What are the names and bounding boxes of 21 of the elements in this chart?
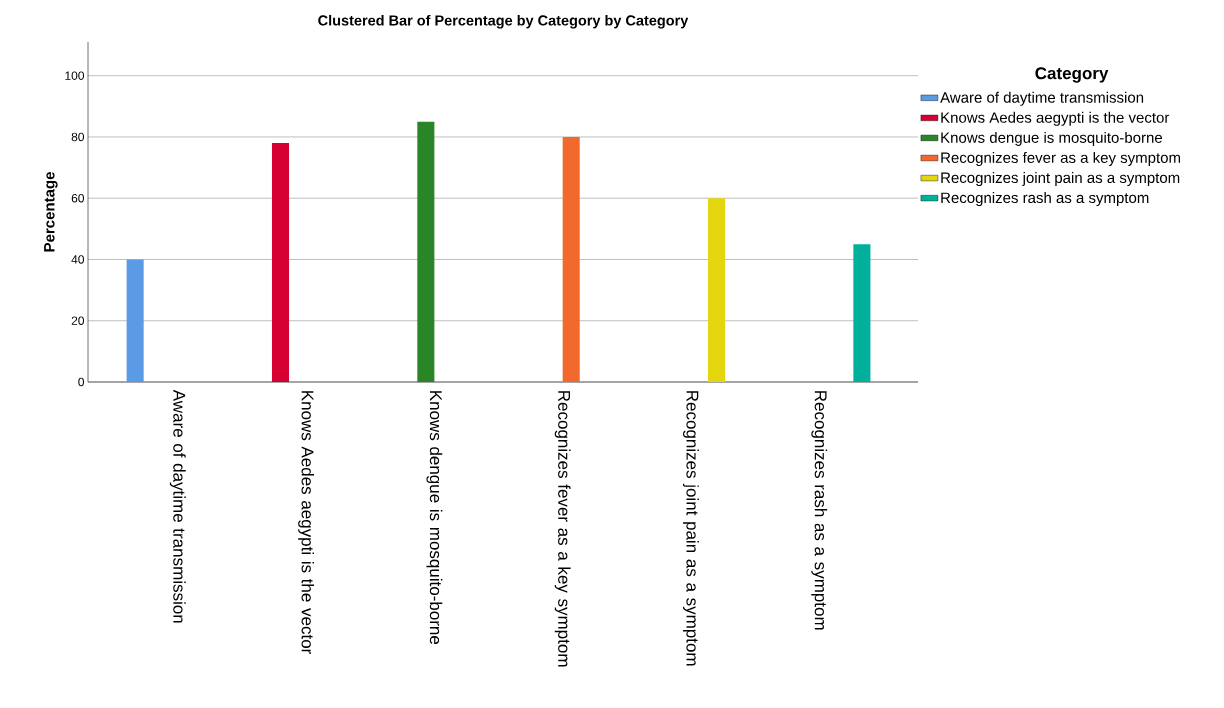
y-tick-label: 20 [71, 316, 85, 325]
legend-label: Knows Aedes aegypti is the vector [941, 111, 1170, 126]
legend-label: Knows dengue is mosquito-borne [941, 131, 1163, 146]
x-tick-label: Knows dengue is mosquito-borne [426, 391, 443, 645]
y-tick-label: 40 [71, 255, 85, 264]
y-tick-label: 80 [71, 132, 85, 142]
x-tick-label: Recognizes joint pain as a symptom [683, 391, 699, 666]
legend-label: Recognizes joint pain as a symptom [941, 172, 1180, 186]
y-tick-label: 60 [71, 193, 85, 203]
legend-label: Recognizes fever as a key symptom [941, 151, 1181, 166]
legend-title: Category [1035, 67, 1109, 83]
y-axis-title: Percentage [44, 172, 58, 252]
legend-label: Recognizes rash as a symptom [941, 192, 1149, 207]
x-tick-label: Recognizes rash as a symptom [811, 391, 828, 630]
y-tick-label: 0 [78, 377, 85, 387]
chart-title: Clustered Bar of Percentage by Category by Category [318, 14, 689, 29]
x-tick-label: Knows Aedes aegypti is the vector [298, 391, 314, 655]
x-tick-label: Aware of daytime transmission [169, 389, 186, 623]
y-tick-label: 100 [65, 71, 85, 80]
legend-label: Aware of daytime transmission [940, 91, 1144, 106]
x-tick-label: Recognizes fever as a key symptom [554, 391, 571, 667]
